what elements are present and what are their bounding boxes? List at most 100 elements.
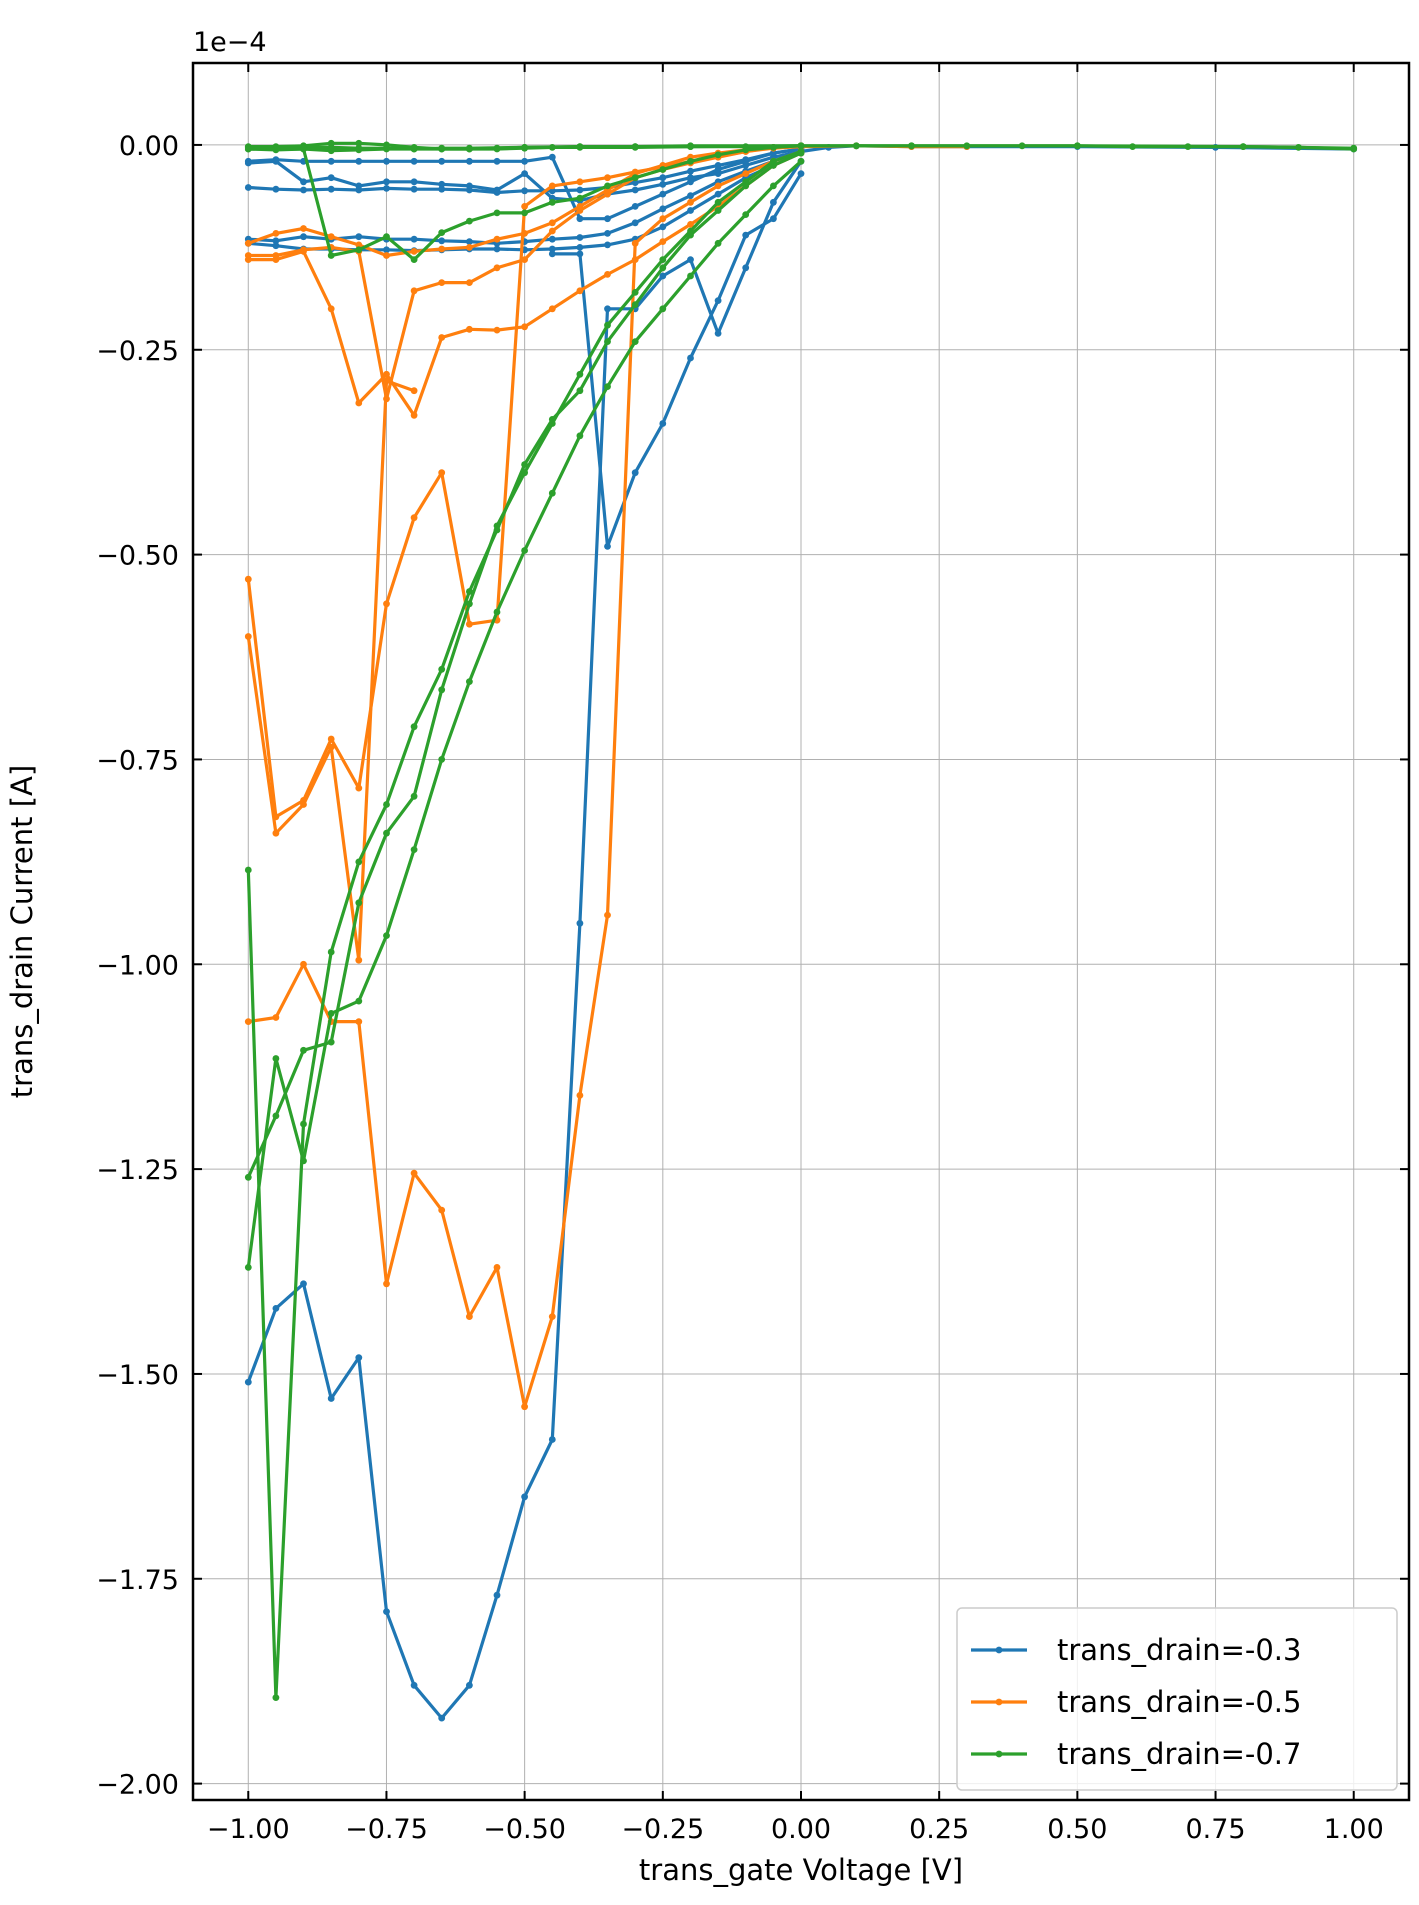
data-point bbox=[244, 633, 252, 640]
data-point bbox=[410, 256, 418, 263]
data-point bbox=[659, 223, 667, 231]
data-point bbox=[438, 686, 446, 694]
data-point bbox=[797, 142, 805, 150]
y-tick-label: −0.50 bbox=[96, 541, 179, 572]
data-point bbox=[687, 227, 694, 235]
data-point bbox=[714, 239, 722, 247]
data-point bbox=[355, 399, 363, 407]
legend-label: trans_drain=-0.5 bbox=[1057, 1685, 1301, 1719]
data-point bbox=[493, 1591, 501, 1599]
data-point bbox=[631, 168, 639, 176]
data-point bbox=[576, 215, 584, 223]
data-point bbox=[714, 198, 722, 206]
data-point bbox=[659, 215, 667, 223]
data-point bbox=[576, 919, 584, 927]
data-point bbox=[383, 157, 390, 165]
data-point bbox=[355, 997, 363, 1005]
data-point bbox=[466, 279, 473, 286]
data-point bbox=[659, 205, 667, 213]
data-point bbox=[410, 287, 418, 295]
data-point bbox=[383, 246, 390, 254]
data-point bbox=[244, 184, 252, 191]
data-point bbox=[576, 186, 584, 194]
data-point bbox=[383, 377, 390, 385]
data-point bbox=[438, 144, 446, 152]
data-point bbox=[438, 756, 446, 763]
data-point bbox=[687, 256, 694, 263]
data-point bbox=[355, 1018, 363, 1025]
data-point bbox=[659, 238, 667, 246]
data-point bbox=[355, 956, 363, 964]
data-point bbox=[604, 543, 611, 550]
data-point bbox=[797, 148, 805, 155]
data-point bbox=[244, 157, 252, 165]
data-point bbox=[1239, 143, 1247, 151]
data-point bbox=[438, 180, 446, 188]
data-point bbox=[604, 911, 611, 919]
data-point bbox=[576, 287, 584, 295]
y-tick-label: −1.50 bbox=[96, 1360, 179, 1391]
data-point bbox=[548, 153, 556, 161]
data-point bbox=[631, 301, 639, 309]
data-point bbox=[383, 829, 390, 837]
data-point bbox=[355, 241, 363, 249]
data-point bbox=[272, 230, 280, 237]
data-point bbox=[604, 305, 611, 313]
data-point bbox=[383, 932, 390, 939]
data-point bbox=[1074, 142, 1081, 150]
data-point bbox=[631, 219, 639, 227]
data-point bbox=[438, 237, 446, 245]
data-point bbox=[410, 178, 418, 186]
y-tick-label: −1.25 bbox=[96, 1155, 179, 1186]
data-point bbox=[438, 1714, 446, 1722]
data-point bbox=[272, 1305, 280, 1312]
data-point bbox=[466, 217, 473, 225]
data-point bbox=[714, 151, 722, 159]
data-point bbox=[493, 264, 501, 272]
legend-label: trans_drain=-0.7 bbox=[1057, 1737, 1301, 1771]
data-point bbox=[548, 420, 556, 427]
data-point bbox=[631, 469, 639, 477]
data-point bbox=[327, 157, 335, 165]
data-point bbox=[300, 178, 307, 186]
data-point bbox=[244, 866, 252, 874]
data-point bbox=[327, 1395, 335, 1402]
data-point bbox=[410, 723, 418, 731]
data-point bbox=[383, 185, 390, 192]
x-tick-label: −0.50 bbox=[483, 1814, 566, 1845]
data-point bbox=[548, 245, 556, 253]
data-point bbox=[300, 233, 307, 241]
series-line bbox=[552, 172, 803, 548]
data-point bbox=[244, 239, 252, 247]
legend-label: trans_drain=-0.3 bbox=[1057, 1633, 1301, 1667]
legend-box bbox=[956, 1607, 1398, 1791]
data-point bbox=[604, 230, 611, 237]
x-tick-label: −0.75 bbox=[345, 1814, 428, 1845]
data-point bbox=[383, 1608, 390, 1615]
data-point bbox=[300, 801, 307, 808]
data-point bbox=[576, 194, 584, 202]
y-tick-label: −1.75 bbox=[96, 1565, 179, 1596]
data-point bbox=[410, 1681, 418, 1689]
data-point bbox=[659, 272, 667, 280]
data-point bbox=[244, 575, 252, 583]
data-point bbox=[383, 1280, 390, 1288]
data-point bbox=[466, 1681, 473, 1689]
data-point bbox=[383, 801, 390, 808]
data-point bbox=[687, 143, 694, 151]
data-point bbox=[576, 1092, 584, 1099]
data-point bbox=[327, 147, 335, 155]
legend-swatch-marker bbox=[995, 1698, 1003, 1706]
data-point bbox=[714, 330, 722, 337]
data-point bbox=[604, 215, 611, 223]
data-point bbox=[687, 354, 694, 362]
data-point bbox=[438, 157, 446, 165]
ticks: −1.00 −0.75 −0.50 −0.25 0.00 0.25 0.50 0.75 1.00… bbox=[96, 63, 1409, 1845]
data-point bbox=[770, 157, 777, 165]
data-point bbox=[383, 178, 390, 186]
data-point bbox=[604, 241, 611, 249]
data-point bbox=[466, 678, 473, 685]
data-point bbox=[272, 1112, 280, 1120]
data-point bbox=[548, 235, 556, 243]
data-point bbox=[493, 245, 501, 253]
